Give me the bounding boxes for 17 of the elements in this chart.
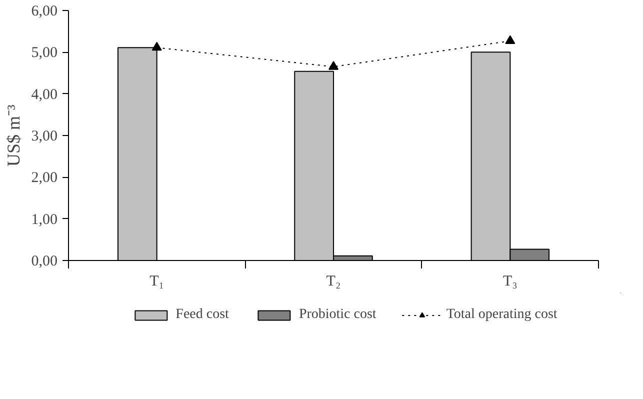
y-tick-label: 1,00 [31,212,58,228]
legend-label: Feed cost [176,306,229,322]
y-tick-label: 4,00 [31,86,58,103]
point [152,42,162,51]
legend-label: Probiotic cost [298,306,376,322]
y-tick-label: 0,00 [31,254,58,270]
point [505,35,516,44]
x-tick-label: T₁ [150,274,164,290]
point [328,61,338,70]
y-tick-label: 2,00 [31,170,58,186]
y-tick-label: 6,00 [31,4,58,20]
y-axis-title: US$ m⁻³ [3,104,24,166]
y-tick-label: 3,00 [31,128,58,144]
x-tick-label: T₃ [502,274,518,290]
legend-label: Total operating cost [446,306,558,322]
y-tick-label: 5,00 [31,45,58,62]
x-tick-label: T₂ [326,274,341,290]
